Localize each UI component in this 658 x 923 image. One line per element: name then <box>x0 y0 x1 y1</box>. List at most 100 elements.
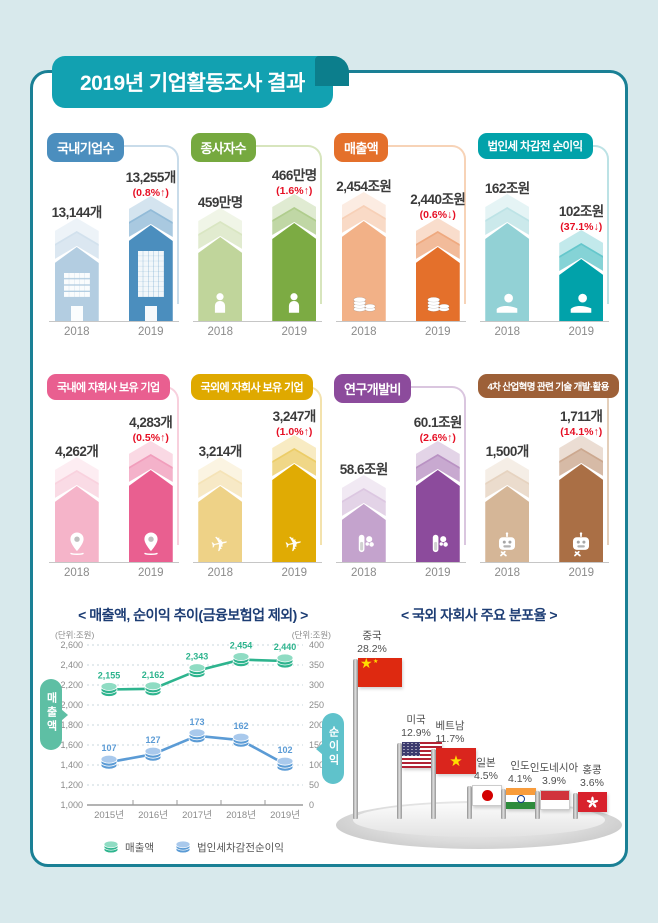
bar-column: 3,247개 (1.0%↑) ✈ <box>265 405 323 562</box>
bar-column: 4,262개 <box>48 440 106 562</box>
value-labels: 466만명 (1.6%↑) <box>272 164 317 197</box>
year-label-2018: 2018 <box>63 567 90 579</box>
stat-card: 종사자수 459만명 466만명 (1.6%↑) 2018 2019 <box>190 133 325 338</box>
value-labels: 13,144개 <box>51 201 103 221</box>
bar-2019 <box>128 196 173 321</box>
flag-label: 중국 28.2% <box>340 630 404 656</box>
trend-chart: 매출액 (단위:조원) (단위:조원) 2,600 400 2,400 350 2,200 3… <box>40 629 344 840</box>
svg-text:(단위:조원): (단위:조원) <box>292 630 331 640</box>
flag-pole: 인도 4.1% <box>501 760 536 819</box>
svg-text:2,162: 2,162 <box>142 670 165 680</box>
year-labels: 2018 2019 <box>334 567 468 579</box>
value-labels: 102조원 (37.1%↓) <box>559 200 604 233</box>
stat-card: 4차 산업혁명 관련 기술 개발·활용 1,500개 1,711개 (14.1%↑) 2… <box>477 374 619 579</box>
stat-card-tab: 연구개발비 <box>334 374 411 403</box>
flag-column-id: 인도네시아 3.9% <box>530 762 578 819</box>
bar-column: 466만명 (1.6%↑) <box>265 164 323 321</box>
value-labels: 1,711개 (14.1%↑) <box>560 405 603 438</box>
change-badge: (0.8%↑) <box>132 187 169 199</box>
bar-2018 <box>341 475 386 562</box>
trend-chart-title: < 매출액, 순이익 추이(금융보험업 제외) > <box>78 607 308 623</box>
country-percent: 3.6% <box>580 776 604 789</box>
axis-baseline <box>192 321 322 322</box>
bar-shape <box>198 237 243 321</box>
flag-hk <box>578 792 607 812</box>
year-label-2019: 2019 <box>568 326 595 338</box>
flag-pole: 인도네시아 3.9% <box>530 762 578 819</box>
flag-pole: ★ 베트남 11.7% <box>431 720 476 819</box>
building-icon <box>63 273 90 297</box>
stat-card: 매출액 2,454조원 2,440조원 (0.6%↓) 2018 2019 <box>334 133 468 338</box>
legend-item: 법인세차감전순이익 <box>174 840 284 855</box>
japan-sun-icon <box>481 790 493 801</box>
flag-pole: 일본 4.5% <box>467 757 502 819</box>
bar-column: 13,255개 (0.8%↑) <box>122 166 180 321</box>
bar-2019: ✈ <box>272 435 317 562</box>
year-labels: 2018 2019 <box>191 326 325 338</box>
legend-label: 매출액 <box>125 842 155 854</box>
value-2018: 3,214개 <box>198 444 243 459</box>
stat-card-bars: 2,454조원 2,440조원 (0.6%↓) <box>334 161 468 321</box>
flag-label: 인도네시아 3.9% <box>522 762 586 788</box>
value-2018: 459만명 <box>197 195 243 210</box>
svg-text:400: 400 <box>309 640 324 650</box>
bar-2018 <box>485 194 530 321</box>
flags-panel: < 국외 자회사 주요 분포율 > ★ ★ 중국 28.2% 미국 12.9% ★ 베트남 11… <box>336 603 622 855</box>
building-door-icon <box>144 306 157 321</box>
change-badge: (2.6%↑) <box>419 432 456 444</box>
bar-column: 3,214개 ✈ <box>191 440 249 562</box>
country-name: 일본 <box>476 756 496 769</box>
stat-card-frame <box>364 386 466 545</box>
svg-text:107: 107 <box>101 743 116 753</box>
svg-text:2017년: 2017년 <box>182 810 212 821</box>
building-icon <box>137 251 164 297</box>
year-label-2019: 2019 <box>137 326 164 338</box>
value-2019: 466만명 <box>271 168 317 183</box>
stat-card-frame <box>220 145 322 304</box>
coin-marker-icon <box>175 841 191 854</box>
page-title-ribbon: 2019년 기업활동조사 결과 <box>52 56 349 108</box>
svg-text:2,343: 2,343 <box>186 652 209 662</box>
stat-card-bars: 162조원 102조원 (37.1%↓) <box>478 161 612 321</box>
svg-text:2,454: 2,454 <box>230 641 253 651</box>
value-labels: 4,283개 (0.5%↑) <box>129 411 173 444</box>
country-name: 홍콩 <box>582 763 602 776</box>
change-badge: (1.0%↑) <box>276 426 313 438</box>
hongkong-flower-icon <box>586 796 599 807</box>
flag-pole: 홍콩 3.6% <box>573 764 607 819</box>
bar-shape: ✈ <box>272 464 317 562</box>
flag-id <box>540 790 570 810</box>
axis-baseline <box>479 321 609 322</box>
stat-card-bars: 13,144개 13,255개 (0.8%↑) <box>47 161 181 321</box>
change-badge: (0.5%↑) <box>132 432 169 444</box>
bar-column: 2,454조원 <box>335 175 393 321</box>
year-labels: 2018 2019 <box>478 567 612 579</box>
country-percent: 4.1% <box>508 772 532 785</box>
vietnam-star-icon: ★ <box>449 752 463 770</box>
coins-icon <box>351 290 377 316</box>
svg-text:102: 102 <box>277 745 292 755</box>
bar-column: 459만명 <box>191 191 249 321</box>
year-label-2019: 2019 <box>568 567 595 579</box>
right-axis-pill: 순이익 <box>322 713 344 784</box>
value-2019: 60.1조원 <box>413 415 463 430</box>
bar-2018 <box>54 457 99 562</box>
year-label-2018: 2018 <box>350 567 377 579</box>
axis-baseline <box>479 562 609 563</box>
value-labels: 13,255개 (0.8%↑) <box>126 166 177 199</box>
svg-text:1,600: 1,600 <box>60 740 83 750</box>
flag-column-jp: 일본 4.5% <box>467 757 502 819</box>
country-name: 미국 <box>406 713 426 726</box>
svg-text:0: 0 <box>309 800 314 810</box>
year-label-2019: 2019 <box>424 567 451 579</box>
year-labels: 2018 2019 <box>478 326 612 338</box>
bar-column: 102조원 (37.1%↓) <box>552 200 610 321</box>
stat-card: 연구개발비 58.6조원 60.1조원 (2.6%↑) 2018 2019 <box>334 374 468 579</box>
svg-text:2,440: 2,440 <box>274 642 297 652</box>
hand-coin-icon <box>568 290 594 316</box>
bar-shape <box>54 486 99 562</box>
bar-2018: ✈ <box>198 457 243 562</box>
stat-card-tab: 매출액 <box>334 133 389 162</box>
value-2018: 13,144개 <box>51 205 103 220</box>
stat-card-bars: 3,214개 ✈ 3,247개 (1.0%↑) ✈ <box>191 402 325 562</box>
